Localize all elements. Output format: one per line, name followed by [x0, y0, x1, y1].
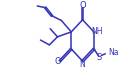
Text: NH: NH	[91, 27, 103, 36]
Text: O: O	[54, 57, 61, 66]
Text: O: O	[79, 1, 86, 10]
Text: N: N	[80, 60, 85, 69]
Text: S: S	[97, 53, 102, 62]
Text: Na: Na	[108, 48, 119, 57]
